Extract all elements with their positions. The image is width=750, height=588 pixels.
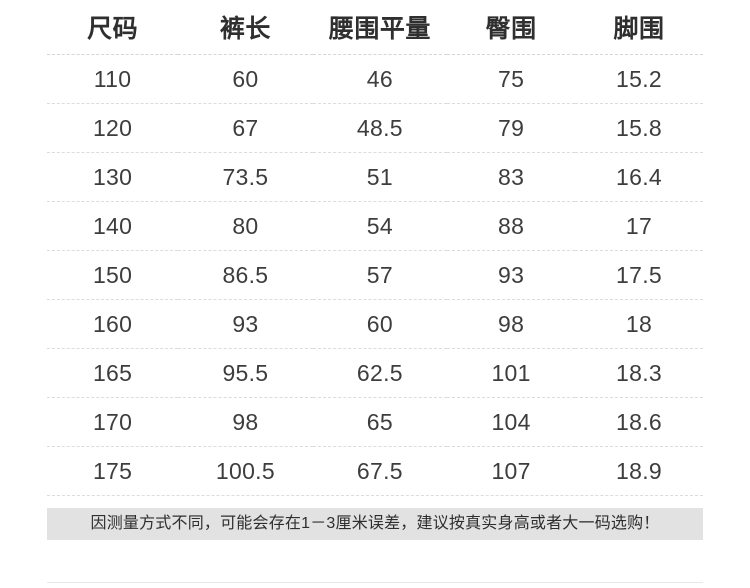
cell-waist-flat: 51 — [312, 152, 448, 202]
column-header-waist-flat: 腰围平量 — [328, 15, 431, 43]
cell-leg-opening: 18.3 — [575, 348, 703, 398]
cell-waist-flat: 67.5 — [312, 446, 448, 495]
cell-pant-length: 100.5 — [178, 446, 313, 495]
cell-pant-length: 73.5 — [178, 152, 313, 202]
table-row: 140 80 54 88 17 — [47, 201, 703, 251]
cell-size: 140 — [47, 201, 179, 251]
table-row: 120 67 48.5 79 15.8 — [47, 103, 703, 153]
column-header-hip: 臀围 — [485, 15, 537, 43]
table-row: 170 98 65 104 18.6 — [47, 397, 703, 447]
cell-waist-flat: 46 — [312, 54, 448, 104]
cell-leg-opening: 15.2 — [575, 54, 703, 104]
table-row: 150 86.5 57 93 17.5 — [47, 250, 703, 300]
cell-leg-opening: 18.6 — [575, 397, 703, 447]
table-row: 130 73.5 51 83 16.4 — [47, 152, 703, 202]
cell-size: 175 — [47, 446, 179, 495]
table-row: 175 100.5 67.5 107 18.9 — [47, 446, 703, 495]
table-row: 165 95.5 62.5 101 18.3 — [47, 348, 703, 398]
cell-waist-flat: 62.5 — [312, 348, 448, 398]
cell-size: 160 — [47, 299, 179, 349]
cell-pant-length: 67 — [178, 103, 313, 153]
cell-waist-flat: 54 — [312, 201, 448, 251]
cell-hip: 98 — [447, 299, 576, 349]
column-header-pant-length: 裤长 — [219, 15, 271, 43]
cell-hip: 104 — [447, 397, 576, 447]
cell-size: 170 — [47, 397, 179, 447]
cell-leg-opening: 17 — [575, 201, 703, 251]
table-row: 160 93 60 98 18 — [47, 299, 703, 349]
cell-leg-opening: 18 — [575, 299, 703, 349]
cell-hip: 83 — [447, 152, 576, 202]
cell-hip: 79 — [447, 103, 576, 153]
cell-leg-opening: 17.5 — [575, 250, 703, 300]
cell-waist-flat: 48.5 — [312, 103, 448, 153]
cell-size: 120 — [47, 103, 179, 153]
cell-hip: 88 — [447, 201, 576, 251]
cell-leg-opening: 16.4 — [575, 152, 703, 202]
cell-size: 130 — [47, 152, 179, 202]
cell-pant-length: 93 — [178, 299, 313, 349]
cell-size: 165 — [47, 348, 179, 398]
cell-leg-opening: 15.8 — [575, 103, 703, 153]
cell-size: 110 — [47, 54, 179, 104]
cell-hip: 107 — [447, 446, 576, 495]
cell-hip: 75 — [447, 54, 576, 104]
cell-waist-flat: 65 — [312, 397, 448, 447]
cell-pant-length: 86.5 — [178, 250, 313, 300]
table-header: 尺码 裤长 腰围平量 臀围 脚围 — [47, 0, 703, 55]
cell-leg-opening: 18.9 — [575, 446, 703, 495]
table-header-row: 尺码 裤长 腰围平量 臀围 脚围 — [47, 0, 703, 55]
cell-pant-length: 60 — [178, 54, 313, 104]
column-header-size: 尺码 — [87, 15, 139, 43]
table-bottom-divider — [47, 495, 703, 496]
table-body: 110 60 46 75 15.2 120 67 48.5 79 15.8 13… — [47, 54, 703, 495]
cell-hip: 93 — [447, 250, 576, 300]
cell-pant-length: 98 — [178, 397, 313, 447]
page-bottom-divider — [47, 582, 703, 583]
cell-waist-flat: 60 — [312, 299, 448, 349]
cell-pant-length: 95.5 — [178, 348, 313, 398]
cell-size: 150 — [47, 250, 179, 300]
cell-waist-flat: 57 — [312, 250, 448, 300]
footnote-container: 因测量方式不同，可能会存在1－3厘米误差，建议按真实身高或者大一码选购！ — [47, 496, 703, 540]
cell-pant-length: 80 — [178, 201, 313, 251]
size-chart-table: 尺码 裤长 腰围平量 臀围 脚围 110 60 46 75 15.2 120 6… — [47, 0, 703, 495]
column-header-leg-opening: 脚围 — [613, 15, 665, 43]
cell-hip: 101 — [447, 348, 576, 398]
measurement-disclaimer: 因测量方式不同，可能会存在1－3厘米误差，建议按真实身高或者大一码选购！ — [47, 508, 703, 540]
table-row: 110 60 46 75 15.2 — [47, 54, 703, 104]
